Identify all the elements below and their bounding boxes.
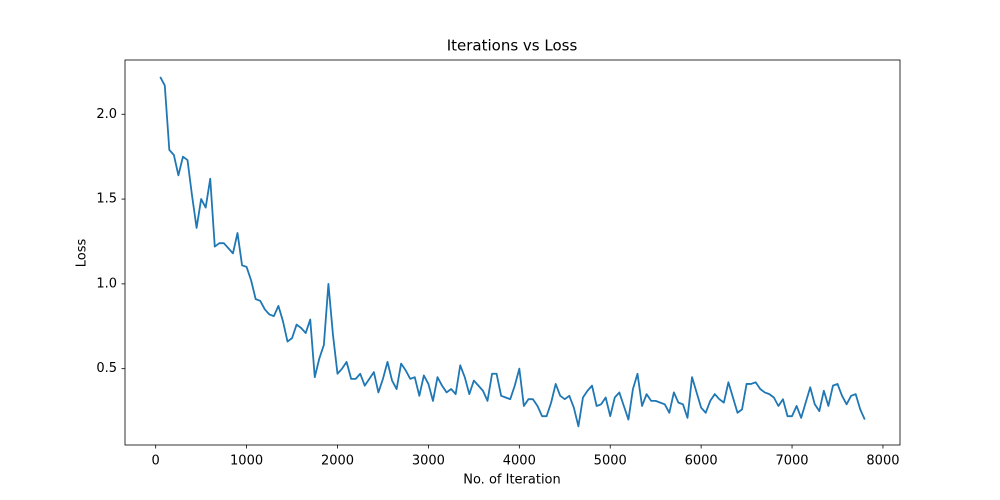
x-tick-label: 8000 xyxy=(866,454,899,469)
y-axis-label: Loss xyxy=(75,239,90,268)
x-tick-label: 5000 xyxy=(594,454,627,469)
x-axis-label: No. of Iteration xyxy=(463,473,561,488)
y-tick-label: 2.0 xyxy=(96,107,117,122)
x-tick-label: 6000 xyxy=(685,454,718,469)
x-tick-label: 3000 xyxy=(412,454,445,469)
y-tick-label: 1.0 xyxy=(96,276,117,291)
y-tick-label: 0.5 xyxy=(96,361,117,376)
y-tick-label: 1.5 xyxy=(96,192,117,207)
plot-frame xyxy=(124,59,901,446)
x-tick-label: 2000 xyxy=(321,454,354,469)
chart-title: Iterations vs Loss xyxy=(447,37,578,55)
x-tick-label: 4000 xyxy=(503,454,536,469)
x-tick-label: 0 xyxy=(152,454,160,469)
x-tick-label: 7000 xyxy=(775,454,808,469)
x-tick-label: 1000 xyxy=(230,454,263,469)
data-line xyxy=(159,76,866,428)
